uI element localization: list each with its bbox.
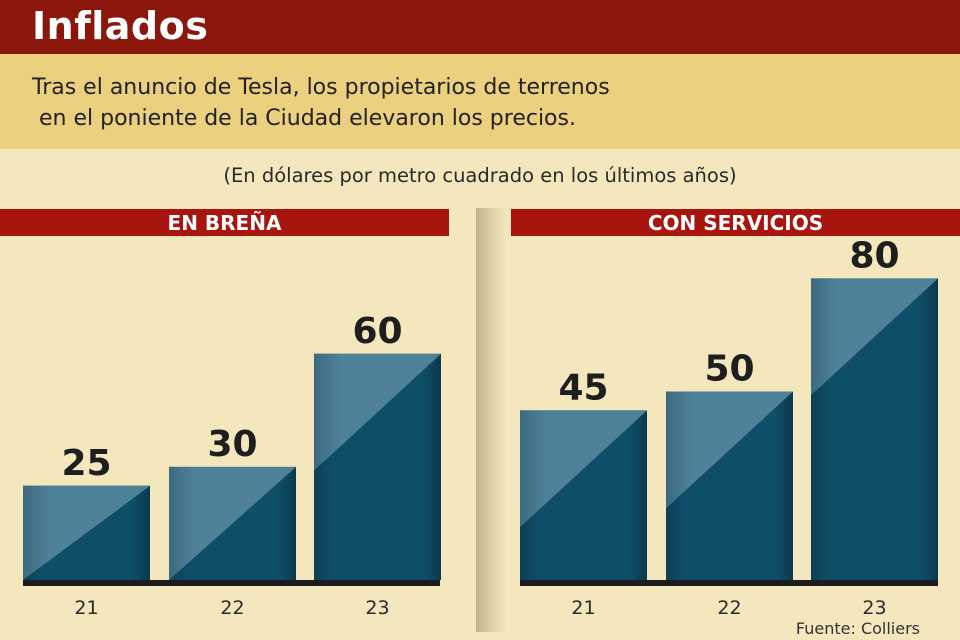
value-label: 45 [558,367,608,408]
source-note: Fuente: Colliers [795,619,920,638]
panel-header-en-brena: EN BREÑA [0,209,449,236]
bar-highlight [666,391,793,509]
value-label: 60 [352,311,402,352]
intro-line: en el poniente de la Ciudad elevaron los… [32,106,576,131]
x-tick-label: 21 [571,597,595,619]
page-title: Inflados [32,4,209,48]
bar-highlight [520,410,647,528]
value-label: 30 [207,424,257,465]
title-bar: Inflados [0,0,960,54]
x-tick-label: 22 [717,597,741,619]
bar-22 [169,466,296,580]
chart-subtitle: (En dólares por metro cuadrado en los úl… [223,164,737,187]
intro-band [0,54,960,149]
intro-line: Tras el anuncio de Tesla, los propietari… [32,75,610,100]
bar-21 [520,410,647,580]
value-label: 25 [61,443,111,484]
x-tick-label: 23 [862,597,886,619]
bar-highlight [314,353,441,471]
intro-text: Tras el anuncio de Tesla, los propietari… [32,72,610,134]
value-label: 80 [849,235,899,276]
x-axis-baseline [23,580,440,586]
panel-header-con-servicios: CON SERVICIOS [511,209,960,236]
x-axis-baseline [520,580,938,586]
bar-highlight [811,278,938,396]
bar-23 [314,353,441,580]
x-tick-label: 22 [220,597,244,619]
bar-22 [666,391,793,580]
bar-highlight [169,466,296,580]
panel-divider [476,208,507,632]
x-tick-label: 23 [365,597,389,619]
bar-23 [811,278,938,580]
chart-en-brena: 25 21 30 22 60 23 [23,311,441,619]
value-label: 50 [704,349,754,390]
bar-highlight [23,485,150,580]
bar-21 [23,485,150,580]
chart-con-servicios: 45 21 50 22 80 23 [520,235,938,619]
x-tick-label: 21 [74,597,98,619]
